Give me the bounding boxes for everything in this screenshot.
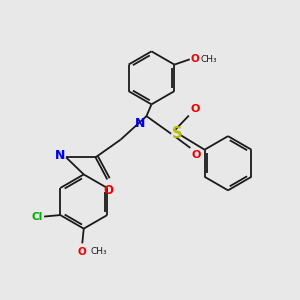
Text: O: O (103, 184, 113, 197)
Text: Cl: Cl (32, 212, 43, 221)
Text: H: H (55, 151, 62, 160)
Text: O: O (190, 54, 199, 64)
Text: CH₃: CH₃ (91, 248, 107, 256)
Text: CH₃: CH₃ (201, 55, 217, 64)
Text: O: O (190, 104, 200, 114)
Text: O: O (191, 150, 201, 160)
Text: O: O (78, 247, 87, 257)
Text: S: S (172, 126, 183, 141)
Text: N: N (55, 149, 65, 162)
Text: N: N (135, 117, 145, 130)
